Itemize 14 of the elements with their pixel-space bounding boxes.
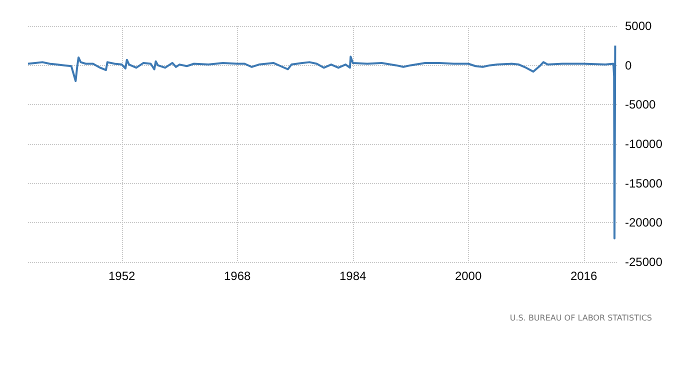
line-series <box>27 44 616 240</box>
y-tick-label: -10000 <box>625 137 663 151</box>
y-tick-label: -5000 <box>625 98 656 112</box>
y-tick-label: -20000 <box>625 216 663 230</box>
x-tick-label: 2000 <box>454 269 482 283</box>
y-tick-label: 5000 <box>625 19 652 33</box>
x-tick-label: 1952 <box>108 269 136 283</box>
y-tick-label: 0 <box>625 58 632 72</box>
x-tick-label: 1968 <box>224 269 251 283</box>
x-tick-label: 1984 <box>339 269 366 283</box>
text: U.S. BUREAU OF LABOR STATISTICS <box>510 314 652 322</box>
x-tick-label: 2016 <box>570 269 598 283</box>
y-tick-label: -25000 <box>625 255 663 269</box>
y-tick-label: -15000 <box>625 176 663 190</box>
